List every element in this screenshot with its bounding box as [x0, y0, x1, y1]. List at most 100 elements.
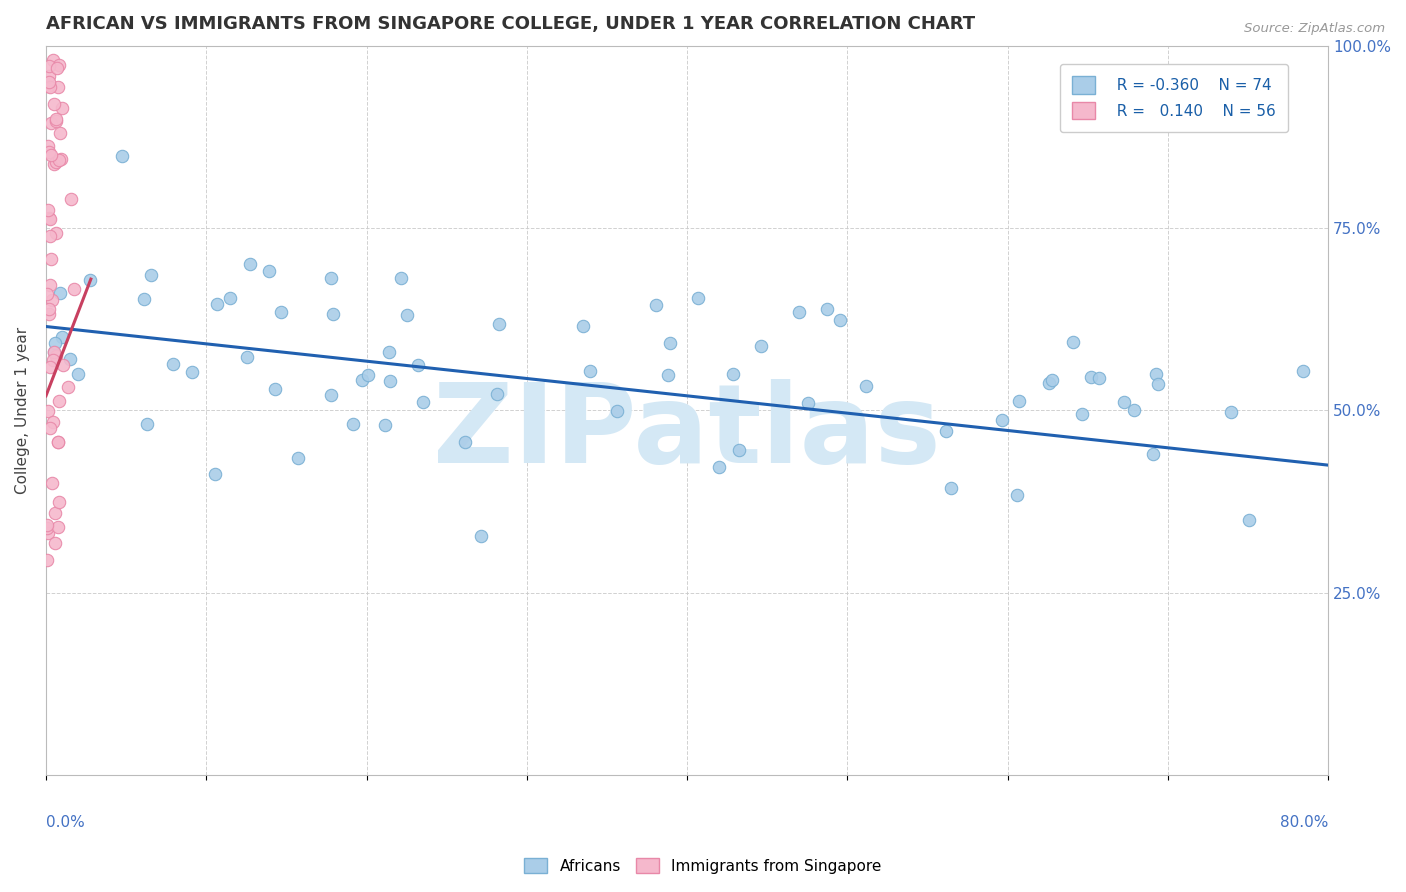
Point	[132, 292, 155, 306]
Legend: Africans, Immigrants from Singapore: Africans, Immigrants from Singapore	[519, 852, 887, 880]
Point	[38, 211, 60, 226]
Point	[264, 382, 287, 396]
Point	[41, 476, 63, 491]
Point	[181, 365, 204, 379]
Point	[39, 421, 62, 435]
Point	[342, 417, 364, 431]
Point	[1142, 447, 1164, 461]
Point	[45, 350, 67, 364]
Point	[1080, 369, 1102, 384]
Point	[45, 155, 67, 169]
Point	[1237, 513, 1260, 527]
Point	[52, 359, 75, 373]
Point	[571, 319, 593, 334]
Point	[721, 367, 744, 381]
Point	[454, 435, 477, 450]
Point	[39, 360, 62, 375]
Point	[42, 415, 65, 429]
Point	[257, 264, 280, 278]
Point	[56, 380, 79, 394]
Text: Source: ZipAtlas.com: Source: ZipAtlas.com	[1244, 22, 1385, 36]
Legend:   R = -0.360    N = 74,   R =   0.140    N = 56: R = -0.360 N = 74, R = 0.140 N = 56	[1060, 64, 1288, 132]
Point	[44, 336, 66, 351]
Text: ZIPatlas: ZIPatlas	[433, 379, 941, 486]
Point	[45, 112, 67, 126]
Point	[38, 145, 60, 160]
Point	[46, 435, 69, 450]
Point	[749, 339, 772, 353]
Point	[406, 358, 429, 372]
Point	[62, 282, 84, 296]
Point	[162, 357, 184, 371]
Point	[37, 286, 59, 301]
Point	[470, 528, 492, 542]
Point	[1008, 394, 1031, 409]
Point	[79, 273, 101, 287]
Text: AFRICAN VS IMMIGRANTS FROM SINGAPORE COLLEGE, UNDER 1 YEAR CORRELATION CHART: AFRICAN VS IMMIGRANTS FROM SINGAPORE COL…	[46, 15, 976, 33]
Point	[1062, 334, 1084, 349]
Point	[204, 467, 226, 482]
Y-axis label: College, Under 1 year: College, Under 1 year	[15, 326, 30, 494]
Point	[606, 403, 628, 417]
Point	[239, 257, 262, 271]
Text: 0.0%: 0.0%	[46, 815, 84, 830]
Point	[139, 268, 162, 283]
Point	[42, 97, 65, 112]
Point	[796, 396, 818, 410]
Point	[48, 286, 70, 301]
Point	[46, 520, 69, 534]
Point	[1005, 488, 1028, 502]
Point	[48, 393, 70, 408]
Point	[1219, 405, 1241, 419]
Point	[1112, 394, 1135, 409]
Point	[111, 149, 134, 163]
Point	[38, 307, 60, 321]
Point	[1087, 371, 1109, 385]
Point	[135, 417, 157, 431]
Point	[42, 345, 65, 359]
Point	[1071, 408, 1094, 422]
Point	[48, 495, 70, 509]
Point	[35, 552, 58, 566]
Point	[659, 336, 682, 351]
Point	[855, 378, 877, 392]
Point	[38, 211, 60, 225]
Point	[1040, 373, 1063, 387]
Point	[1144, 368, 1167, 382]
Point	[815, 301, 838, 316]
Point	[39, 148, 62, 162]
Point	[46, 435, 69, 450]
Text: 80.0%: 80.0%	[1279, 815, 1329, 830]
Point	[219, 292, 242, 306]
Point	[37, 202, 59, 217]
Point	[37, 404, 59, 418]
Point	[59, 193, 82, 207]
Point	[321, 271, 343, 285]
Point	[236, 350, 259, 364]
Point	[41, 252, 63, 266]
Point	[42, 157, 65, 171]
Point	[37, 78, 59, 93]
Point	[412, 395, 434, 409]
Point	[389, 271, 412, 285]
Point	[46, 61, 69, 75]
Point	[45, 226, 67, 240]
Point	[35, 518, 58, 533]
Point	[42, 345, 65, 359]
Point	[41, 293, 63, 307]
Point	[374, 418, 396, 433]
Point	[48, 153, 70, 168]
Point	[319, 388, 342, 402]
Point	[46, 79, 69, 94]
Point	[728, 443, 751, 458]
Point	[1147, 377, 1170, 392]
Point	[42, 53, 65, 67]
Point	[270, 305, 292, 319]
Point	[38, 80, 60, 95]
Point	[45, 114, 67, 128]
Point	[322, 307, 344, 321]
Point	[644, 298, 666, 312]
Point	[44, 507, 66, 521]
Point	[59, 352, 82, 367]
Point	[941, 481, 963, 495]
